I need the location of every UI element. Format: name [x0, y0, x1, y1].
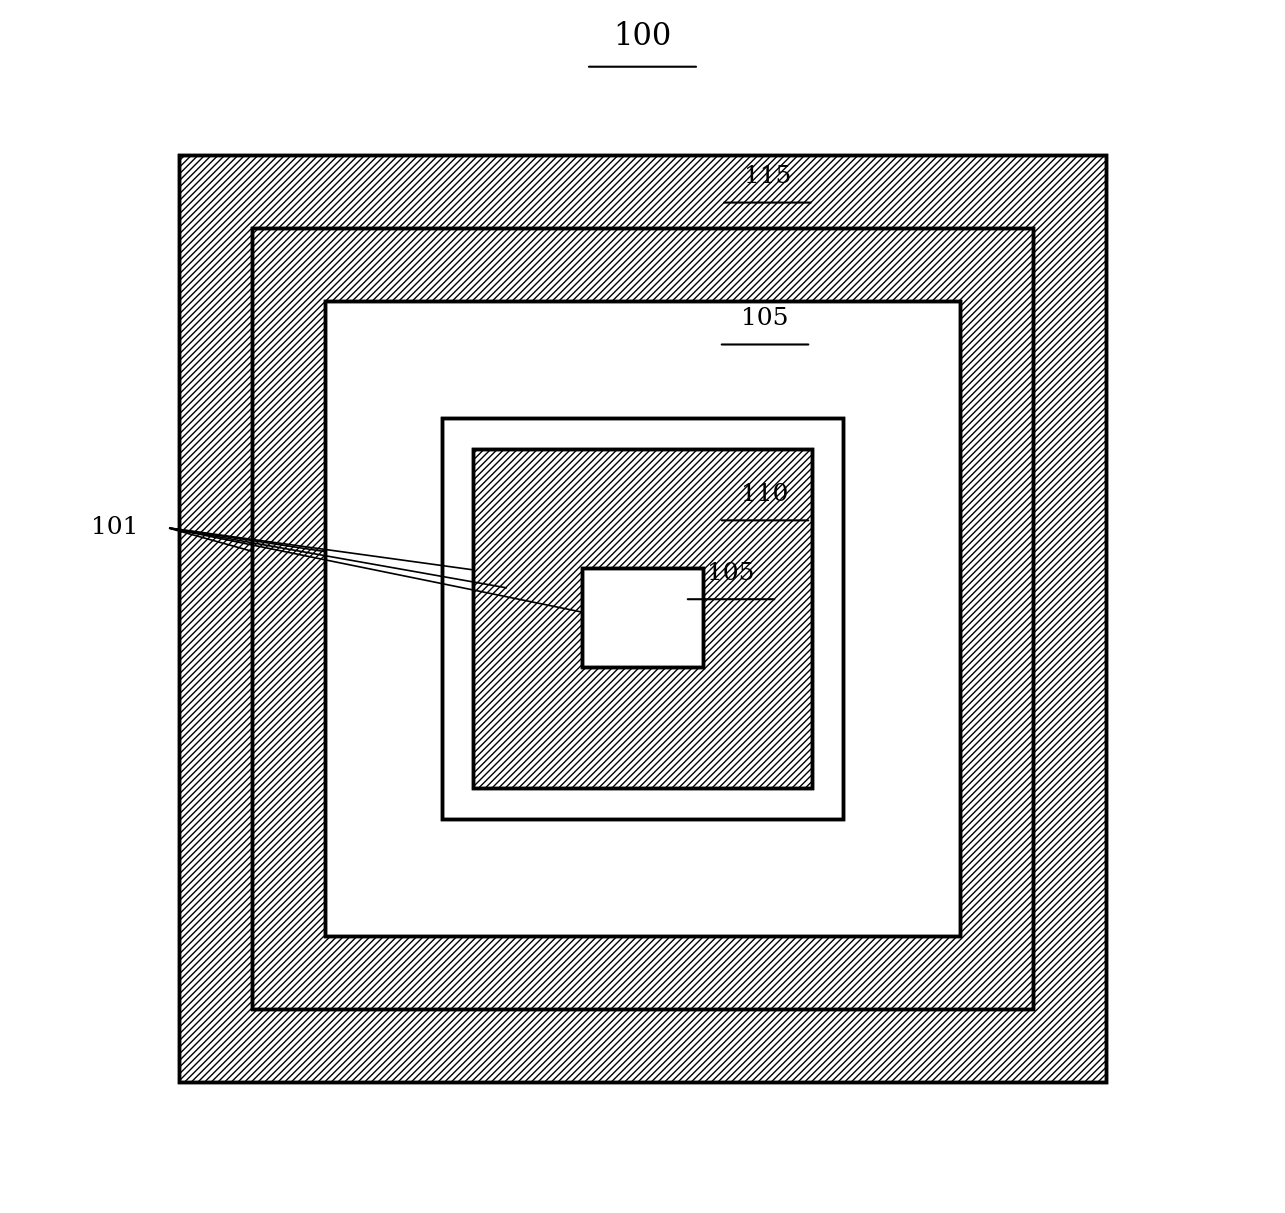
- Bar: [252, 228, 1033, 1009]
- Bar: [442, 418, 843, 819]
- Bar: [179, 155, 1106, 1082]
- Text: 115: 115: [744, 165, 792, 188]
- Text: 110: 110: [741, 483, 789, 506]
- Bar: [582, 568, 703, 667]
- Text: 100: 100: [613, 21, 672, 52]
- Bar: [473, 449, 812, 788]
- Bar: [179, 155, 1106, 1082]
- Bar: [582, 568, 703, 667]
- Bar: [252, 228, 1033, 1009]
- Bar: [442, 418, 843, 819]
- Bar: [325, 301, 960, 936]
- Text: 105: 105: [707, 562, 754, 585]
- Text: 101: 101: [91, 517, 139, 539]
- Text: 105: 105: [741, 307, 789, 330]
- Bar: [473, 449, 812, 788]
- Bar: [325, 301, 960, 936]
